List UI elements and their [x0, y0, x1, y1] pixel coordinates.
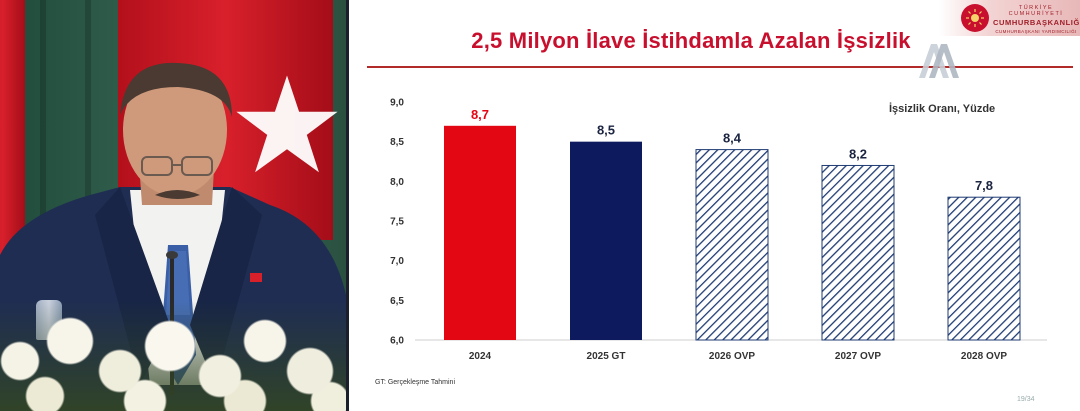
category-label: 2028 OVP	[961, 351, 1007, 362]
value-label: 8,4	[723, 131, 742, 146]
category-label: 2026 OVP	[709, 351, 755, 362]
y-tick-label: 6,5	[390, 296, 404, 307]
header-line-2: CUMHURBAŞKANLIĞI	[993, 18, 1080, 27]
unit-label: İşsizlik Oranı, Yüzde	[889, 103, 996, 115]
y-tick-label: 6,0	[390, 336, 404, 347]
pane-divider	[346, 0, 349, 411]
institution-name: TÜRKİYE CUMHURİYETİ CUMHURBAŞKANLIĞI CUM…	[993, 5, 1080, 34]
bar-2024	[444, 125, 516, 340]
category-label: 2027 OVP	[835, 351, 881, 362]
value-labels: 8,7 8,5 8,4 8,2 7,8	[471, 107, 993, 193]
value-label: 8,7	[471, 107, 489, 122]
flag-star-icon	[236, 75, 338, 173]
category-label: 2024	[469, 351, 492, 362]
aa-watermark-icon	[919, 44, 959, 78]
curtain-fold	[40, 0, 46, 411]
value-label: 7,8	[975, 178, 993, 193]
header-line-1: TÜRKİYE CUMHURİYETİ	[1008, 5, 1064, 17]
bar-2028-ovp	[947, 196, 1021, 341]
title-rule	[367, 66, 1073, 68]
presentation-slide: TÜRKİYE CUMHURİYETİ CUMHURBAŞKANLIĞI CUM…	[349, 0, 1080, 411]
speaker-video	[0, 0, 346, 411]
y-tick-label: 8,5	[390, 137, 404, 148]
unemployment-bar-chart: 6,0 6,5 7,0 7,5 8,0 8,5 9,0 8,7 8,5 8,4 8,2 7,8 20…	[390, 98, 1047, 362]
header-line-3: CUMHURBAŞKANI YARDIMCILIĞI	[995, 29, 1077, 34]
footnote: GT: Gerçekleşme Tahmini	[375, 379, 456, 386]
value-label: 8,2	[849, 146, 867, 161]
bar-2026-ovp	[695, 149, 769, 341]
page-number: 19/34	[1017, 396, 1035, 403]
flower-arrangement	[0, 301, 346, 411]
value-label: 8,5	[597, 123, 615, 138]
presidential-seal-icon	[961, 4, 989, 32]
slide-title: 2,5 Milyon İlave İstihdamla Azalan İşsiz…	[471, 28, 911, 53]
y-tick-label: 7,0	[390, 256, 404, 267]
category-labels: 2024 2025 GT 2026 OVP 2027 OVP 2028 OVP	[469, 351, 1008, 362]
bars	[444, 125, 1021, 341]
bar-2025-gt	[570, 141, 642, 340]
y-axis: 6,0 6,5 7,0 7,5 8,0 8,5 9,0	[390, 98, 404, 347]
y-tick-label: 8,0	[390, 177, 404, 188]
sun-icon	[966, 9, 984, 27]
y-tick-label: 7,5	[390, 217, 404, 228]
bar-2027-ovp	[821, 164, 895, 341]
category-label: 2025 GT	[587, 351, 626, 362]
y-tick-label: 9,0	[390, 98, 404, 109]
